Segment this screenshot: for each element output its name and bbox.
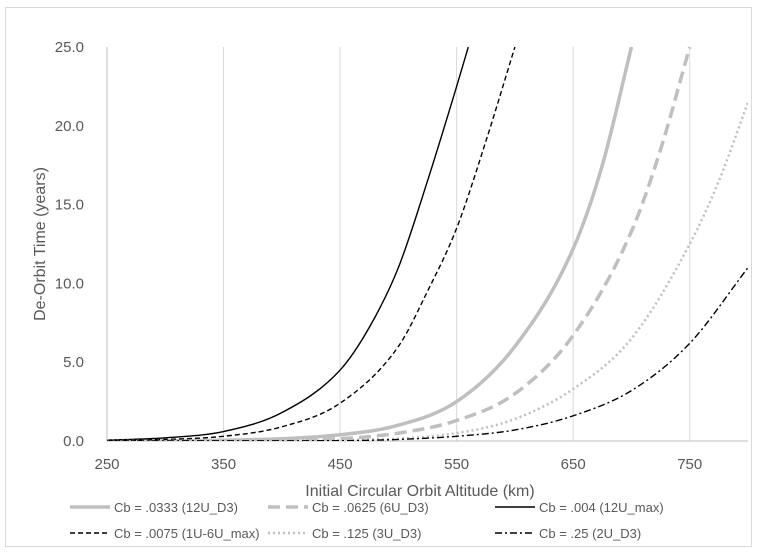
- y-tick-label: 0.0: [63, 433, 84, 450]
- y-axis-label: De-Orbit Time (years): [32, 167, 49, 321]
- legend-label: Cb = .125 (3U_D3): [312, 526, 421, 541]
- series-line-1: [107, 47, 634, 441]
- y-tick-label: 20.0: [55, 118, 84, 135]
- series-line-4: [107, 47, 516, 441]
- x-tick-label: 250: [94, 456, 119, 473]
- legend-label: Cb = .0075 (1U-6U_max): [114, 526, 260, 541]
- series-lines: [107, 47, 748, 441]
- x-tick-label: 650: [561, 456, 586, 473]
- y-tick-label: 10.0: [55, 275, 84, 292]
- y-tick-label: 25.0: [55, 39, 84, 56]
- chart-frame: [5, 7, 752, 547]
- series-line-5: [107, 101, 748, 441]
- legend-label: Cb = .25 (2U_D3): [539, 526, 641, 541]
- legend-label: Cb = .0333 (12U_D3): [114, 500, 238, 515]
- tick-labels: 0.0 5.0 10.0 15.0 20.0 25.0 250 350 450 550 650 750: [55, 39, 702, 473]
- y-tick-label: 15.0: [55, 197, 84, 214]
- series-line-3: [107, 47, 469, 441]
- x-tick-label: 450: [328, 456, 353, 473]
- gridlines: [223, 47, 691, 441]
- legend-label: Cb = .0625 (6U_D3): [312, 500, 429, 515]
- series-line-6: [107, 267, 748, 441]
- legend-label: Cb = .004 (12U_max): [539, 500, 664, 515]
- axes: [106, 47, 748, 442]
- x-tick-label: 750: [677, 456, 702, 473]
- x-axis-label: Initial Circular Orbit Altitude (km): [305, 483, 534, 500]
- series-line-2: [107, 47, 692, 441]
- legend: Cb = .0333 (12U_D3) Cb = .0625 (6U_D3) Cb …: [70, 500, 664, 541]
- x-tick-label: 350: [211, 456, 236, 473]
- x-tick-label: 550: [444, 456, 469, 473]
- y-tick-label: 5.0: [63, 354, 84, 371]
